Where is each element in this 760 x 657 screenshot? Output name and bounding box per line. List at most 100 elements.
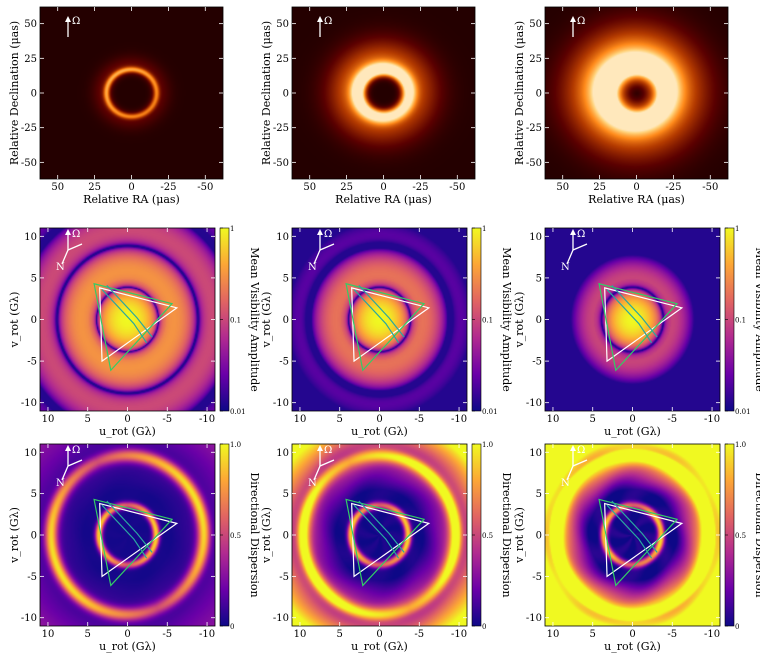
colorbar-tick-label: 0.01 <box>482 408 498 416</box>
x-axis-label: u_rot (Gλ) <box>99 640 156 653</box>
x-tick-label: 10 <box>42 629 55 640</box>
y-tick-label: 5 <box>31 489 37 500</box>
x-tick-label: 0 <box>376 414 382 425</box>
x-tick-label: 5 <box>85 629 91 640</box>
y-tick-label: 5 <box>31 273 37 284</box>
heatmap-image <box>40 228 215 411</box>
east-arrow <box>67 243 83 251</box>
x-tick-label: -25 <box>160 182 176 193</box>
baseline-track-2 <box>106 284 153 338</box>
y-tick-label: 25 <box>276 54 289 65</box>
y-tick-label: 10 <box>529 232 542 243</box>
triangle-white <box>604 502 684 578</box>
baseline-track-1 <box>101 504 148 559</box>
omega-label: Ω <box>577 16 585 27</box>
x-tick-label: -5 <box>162 629 172 640</box>
y-tick-label: 25 <box>529 54 542 65</box>
x-tick-label: 10 <box>547 629 560 640</box>
y-tick-label: 0 <box>283 89 289 100</box>
north-label: N <box>56 478 65 489</box>
triangle-white <box>604 287 684 363</box>
x-tick-label: 25 <box>340 182 353 193</box>
north-arrow <box>313 465 321 481</box>
panel-visibility-1: 10 5 0 -5 -10 10 5 0 -5 -10 u_rot (Gλ) v_rot (Gλ) Ω N… <box>8 225 261 438</box>
y-axis-label: Relative Declination (μas) <box>260 21 273 165</box>
y-tick-label: 0 <box>283 531 289 542</box>
triangle-green <box>598 498 679 587</box>
omega-arrowhead <box>317 445 323 451</box>
colorbar-tick-label: 0.1 <box>735 317 746 325</box>
x-tick-label: 5 <box>337 629 343 640</box>
omega-label: Ω <box>324 16 332 27</box>
colorbar-label: Directional Dispersion <box>500 472 513 597</box>
x-tick-label: 0 <box>128 182 134 193</box>
colorbar-label: Directional Dispersion <box>248 472 261 597</box>
x-tick-label: 50 <box>51 182 64 193</box>
omega-label: Ω <box>324 445 332 456</box>
y-axis-label: Relative Declination (μas) <box>513 21 526 165</box>
x-tick-label: 5 <box>337 414 343 425</box>
x-tick-label: 0 <box>380 182 386 193</box>
x-axis-label: u_rot (Gλ) <box>604 640 661 653</box>
y-tick-label: 0 <box>31 531 37 542</box>
baseline-track-2 <box>358 500 405 553</box>
x-tick-label: 0 <box>633 182 639 193</box>
y-tick-label: 5 <box>283 273 289 284</box>
omega-arrowhead <box>570 16 576 22</box>
x-tick-label: -10 <box>704 414 720 425</box>
omega-label: Ω <box>72 229 80 240</box>
omega-label: Ω <box>72 445 80 456</box>
x-tick-label: 50 <box>556 182 569 193</box>
heatmap-image <box>40 7 223 179</box>
x-tick-label: 10 <box>42 414 55 425</box>
colorbar-tick-label: 0.1 <box>230 317 241 325</box>
east-arrow <box>67 459 83 467</box>
x-tick-label: 5 <box>590 414 596 425</box>
y-tick-label: -5 <box>27 572 37 583</box>
omega-label: Ω <box>72 16 80 27</box>
y-tick-label: -10 <box>526 398 542 409</box>
x-tick-label: -5 <box>667 414 677 425</box>
omega-label: Ω <box>324 229 332 240</box>
baseline-track-2 <box>358 284 405 338</box>
omega-arrowhead <box>65 229 71 235</box>
panel-visibility-2: 10 5 0 -5 -10 10 5 0 -5 -10 u_rot (Gλ) v_rot (Gλ) Ω N… <box>260 225 513 438</box>
baseline-track-1 <box>606 289 653 344</box>
triangle-white <box>351 502 431 578</box>
triangle-green <box>345 498 426 587</box>
colorbar-tick-label: 0.5 <box>482 532 493 540</box>
y-tick-label: 0 <box>31 315 37 326</box>
triangle-white <box>351 287 431 363</box>
y-tick-label: -5 <box>532 357 542 368</box>
y-tick-label: 5 <box>536 273 542 284</box>
y-tick-label: -10 <box>273 398 289 409</box>
colorbar-tick-label: 1 <box>735 225 739 233</box>
baseline-track-1 <box>353 504 400 559</box>
y-axis-label: v_rot (Gλ) <box>8 507 21 564</box>
x-tick-label: 25 <box>593 182 606 193</box>
x-axis-label: u_rot (Gλ) <box>99 425 156 438</box>
x-tick-label: -5 <box>667 629 677 640</box>
heatmap-image <box>292 7 475 179</box>
colorbar-label: Mean Visibility Amplitude <box>248 247 261 392</box>
panel-dispersion-1: 10 5 0 -5 -10 10 5 0 -5 -10 u_rot (Gλ) v_rot (Gλ) Ω N… <box>8 441 261 653</box>
y-tick-label: -5 <box>532 572 542 583</box>
colorbar-tick-label: 1.0 <box>482 441 493 449</box>
x-tick-label: -25 <box>665 182 681 193</box>
y-tick-label: 10 <box>24 448 37 459</box>
colorbar-label: Mean Visibility Amplitude <box>500 247 513 392</box>
panel-visibility-3: 10 5 0 -5 -10 10 5 0 -5 -10 u_rot (Gλ) v_rot (Gλ) Ω N… <box>513 225 760 438</box>
east-arrow <box>572 243 588 251</box>
panel-image-3: 50 25 0 -25 -50 50 25 0 -25 -50 Relative RA (μas) R… <box>513 6 729 206</box>
triangle-white <box>99 502 179 578</box>
omega-arrowhead <box>65 16 71 22</box>
omega-label: Ω <box>577 445 585 456</box>
x-tick-label: 50 <box>303 182 316 193</box>
x-tick-label: 25 <box>88 182 101 193</box>
baseline-track-2 <box>611 284 658 338</box>
x-tick-label: -5 <box>414 414 424 425</box>
y-tick-label: -10 <box>526 613 542 624</box>
y-axis-label: v_rot (Gλ) <box>513 507 526 564</box>
y-tick-label: -50 <box>273 158 289 169</box>
